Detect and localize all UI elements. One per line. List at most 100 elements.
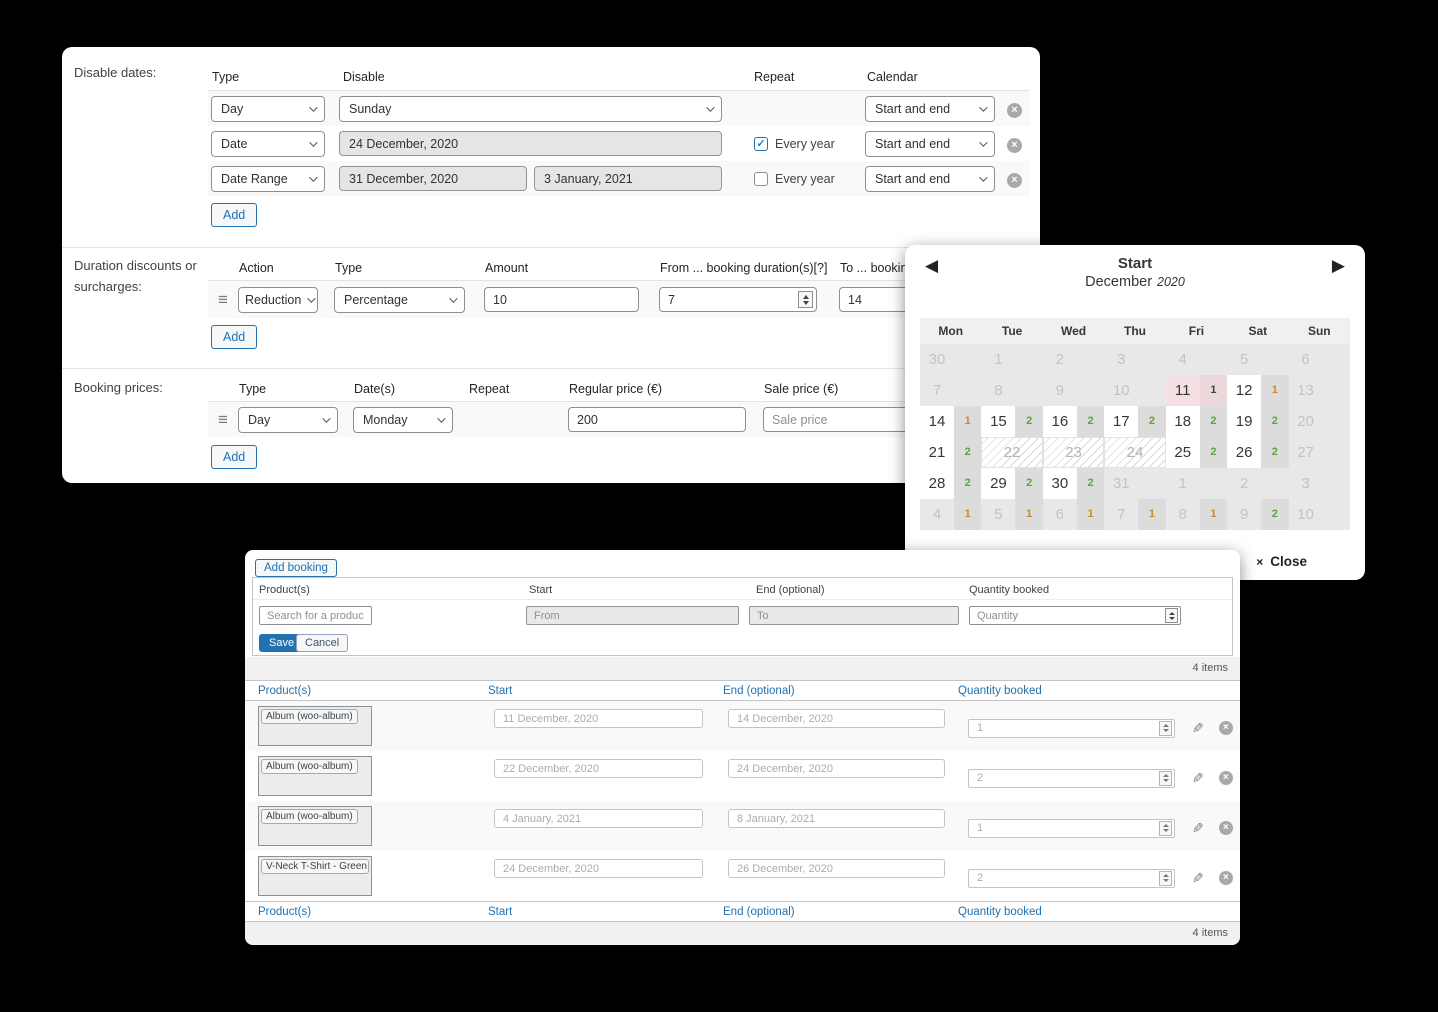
start-date-input[interactable] [526, 606, 739, 625]
every-year-checkbox[interactable] [754, 171, 768, 186]
delete-row-icon[interactable]: × [1007, 172, 1022, 188]
action-select[interactable]: Reduction [238, 286, 318, 313]
booking-qty-input[interactable]: 1 [968, 718, 1175, 738]
calendar-day-cell[interactable]: 12 1 [1227, 375, 1289, 406]
calendar-day-cell[interactable]: 14 1 [920, 406, 982, 437]
calendar-day-cell[interactable]: 26 2 [1227, 437, 1289, 468]
booking-start-input[interactable]: 4 January, 2021 [494, 809, 703, 828]
booking-qty-input[interactable]: 2 [968, 868, 1175, 888]
availability-badge: 1 [1138, 499, 1166, 530]
booking-start-input[interactable]: 24 December, 2020 [494, 859, 703, 878]
calendar-select[interactable]: Start and end [865, 95, 995, 122]
sortable-column-header[interactable]: End (optional) [723, 905, 795, 918]
availability-badge: 2 [1199, 406, 1228, 437]
calendar-day-cell[interactable]: 25 2 [1165, 437, 1228, 468]
booking-start-input[interactable]: 11 December, 2020 [494, 709, 703, 728]
number-spinner[interactable] [1159, 820, 1172, 836]
day-number: 10 [1297, 506, 1314, 523]
product-select-box[interactable]: Album (woo-album) [258, 806, 372, 846]
number-spinner[interactable] [1159, 870, 1172, 886]
product-select-box[interactable]: Album (woo-album) [258, 706, 372, 746]
delete-row-icon[interactable]: × [1007, 137, 1022, 153]
amount-input[interactable] [484, 287, 639, 312]
add-booking-price-button[interactable]: Add [211, 445, 258, 469]
calendar-day-cell[interactable]: 28 2 [920, 468, 982, 499]
calendar-day-cell[interactable]: 15 2 [981, 406, 1043, 437]
drag-handle-icon[interactable]: ≡ [218, 289, 228, 309]
price-dates-select[interactable]: Monday [353, 406, 453, 433]
product-select-box[interactable]: V-Neck T-Shirt - Green (woo-vne [258, 856, 372, 896]
items-count: 4 items [1192, 927, 1228, 939]
add-booking-button[interactable]: Add booking [255, 559, 337, 577]
calendar-day-cell[interactable]: 30 2 [1042, 468, 1105, 499]
booking-end-input[interactable]: 14 December, 2020 [728, 709, 945, 728]
calendar-close-button[interactable]: × Close [1256, 554, 1307, 569]
delete-icon[interactable]: × [1218, 821, 1233, 835]
booking-end-input[interactable]: 24 December, 2020 [728, 759, 945, 778]
number-spinner[interactable] [1159, 770, 1172, 786]
edit-icon[interactable]: ✎ [1192, 719, 1204, 736]
save-button[interactable]: Save [259, 634, 305, 652]
booking-row: Album (woo-album) 22 December, 2020 24 Dec… [245, 751, 1240, 801]
calendar-day-cell[interactable]: 19 2 [1227, 406, 1289, 437]
calendar-day-cell: 1 [1165, 468, 1228, 499]
calendar-day-cell: 23 [1042, 437, 1105, 468]
booking-qty-input[interactable]: 2 [968, 768, 1175, 788]
sortable-column-header[interactable]: Start [488, 905, 513, 918]
product-select-box[interactable]: Album (woo-album) [258, 756, 372, 796]
type-select[interactable]: Day [211, 95, 325, 122]
booking-end-input[interactable]: 26 December, 2020 [728, 859, 945, 878]
add-disable-date-button[interactable]: Add [211, 203, 258, 227]
sortable-column-header[interactable]: Product(s) [258, 905, 312, 918]
calendar-day-cell[interactable]: 16 2 [1042, 406, 1105, 437]
calendar-select[interactable]: Start and end [865, 165, 995, 192]
booking-start-input[interactable]: 22 December, 2020 [494, 759, 703, 778]
product-chip: Album (woo-album) [261, 759, 358, 774]
next-month-icon[interactable]: ▶ [1331, 256, 1345, 275]
quantity-input[interactable] [969, 606, 1181, 625]
sortable-column-header[interactable]: Start [488, 684, 513, 697]
sortable-column-header[interactable]: End (optional) [723, 684, 795, 697]
delete-icon[interactable]: × [1218, 771, 1233, 785]
calendar-day-cell[interactable]: 29 2 [981, 468, 1043, 499]
calendar-day-cell: 8 [981, 375, 1043, 406]
calendar-day-cell[interactable]: 21 2 [920, 437, 982, 468]
disable-day-select[interactable]: Sunday [339, 95, 722, 122]
cancel-button[interactable]: Cancel [296, 634, 349, 652]
delete-row-icon[interactable]: × [1007, 102, 1022, 118]
calendar-day-cell[interactable]: 11 1 [1165, 375, 1228, 406]
delete-icon[interactable]: × [1218, 721, 1233, 735]
regular-price-input[interactable] [568, 407, 746, 432]
edit-icon[interactable]: ✎ [1192, 819, 1204, 836]
booking-qty-input[interactable]: 1 [968, 818, 1175, 838]
sortable-column-header[interactable]: Product(s) [258, 684, 312, 697]
discount-type-select[interactable]: Percentage [334, 286, 465, 313]
type-select[interactable]: Date Range [211, 165, 325, 192]
from-duration-input[interactable]: 7 [659, 287, 817, 312]
range-start-input[interactable]: 31 December, 2020 [339, 166, 527, 191]
drag-handle-icon[interactable]: ≡ [218, 409, 228, 429]
sortable-column-header[interactable]: Quantity booked [958, 684, 1042, 697]
add-duration-button[interactable]: Add [211, 325, 258, 349]
calendar-day-cell[interactable]: 18 2 [1165, 406, 1228, 437]
delete-icon[interactable]: × [1218, 871, 1233, 885]
chevron-down-icon [979, 137, 988, 147]
range-end-input[interactable]: 3 January, 2021 [534, 166, 722, 191]
sortable-column-header[interactable]: Quantity booked [958, 905, 1042, 918]
prev-month-icon[interactable]: ◀ [925, 256, 939, 275]
edit-icon[interactable]: ✎ [1192, 769, 1204, 786]
price-type-select[interactable]: Day [238, 406, 338, 433]
calendar-select[interactable]: Start and end [865, 130, 995, 157]
type-select[interactable]: Date [211, 130, 325, 157]
day-number: 4 [932, 506, 942, 523]
edit-icon[interactable]: ✎ [1192, 869, 1204, 886]
booking-end-input[interactable]: 8 January, 2021 [728, 809, 945, 828]
number-spinner[interactable] [1165, 608, 1178, 623]
disable-date-input[interactable]: 24 December, 2020 [339, 131, 722, 156]
number-spinner[interactable] [798, 291, 813, 308]
every-year-checkbox[interactable]: ✓ [754, 136, 768, 151]
calendar-day-cell[interactable]: 17 2 [1104, 406, 1166, 437]
product-search-input[interactable] [259, 606, 372, 625]
end-date-input[interactable] [749, 606, 959, 625]
number-spinner[interactable] [1159, 720, 1172, 736]
